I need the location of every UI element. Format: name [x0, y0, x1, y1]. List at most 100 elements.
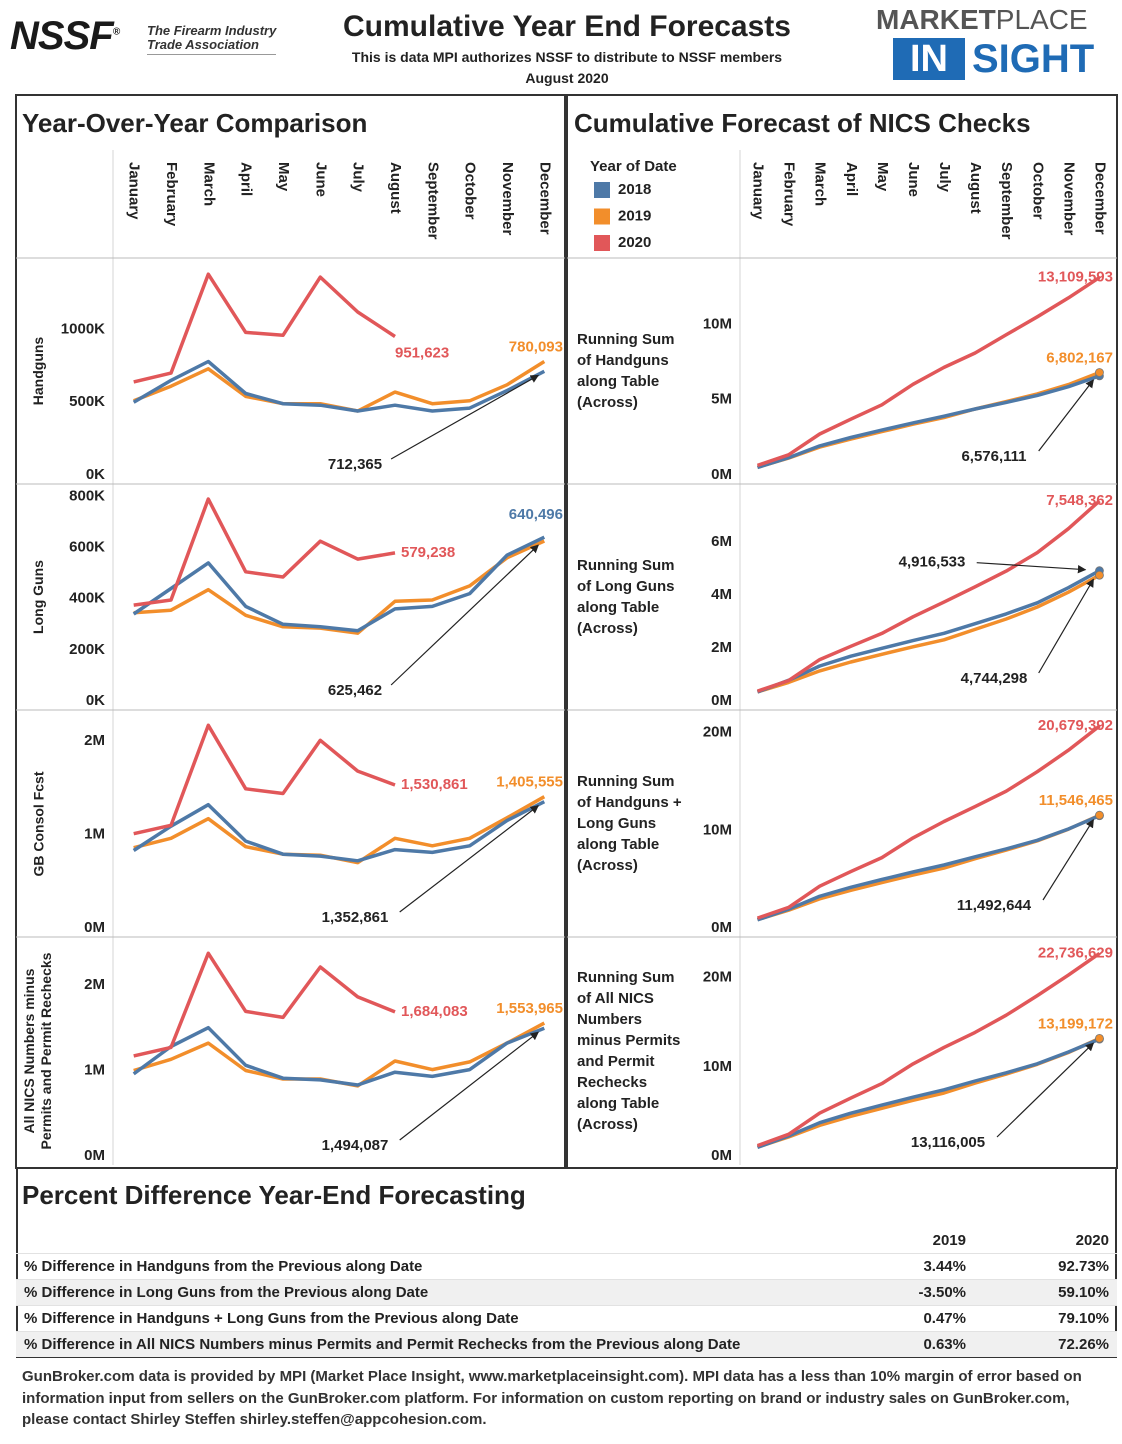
y-tick-label: 2M — [711, 639, 732, 656]
row-label: Running Sum of Handguns along Table (Acr… — [577, 331, 675, 411]
month-label: August — [967, 162, 984, 214]
month-label: October — [462, 162, 479, 220]
line — [133, 795, 546, 865]
month-label: March — [812, 162, 829, 206]
annotation-arrow — [996, 1042, 1095, 1138]
line — [756, 374, 1101, 470]
value-label: 951,623 — [395, 344, 449, 361]
annotation-arrow — [390, 374, 540, 460]
table-header: 2019 2020 — [16, 1228, 1117, 1254]
table-row: % Difference in Long Guns from the Previ… — [16, 1279, 1117, 1306]
charts: Year-Over-Year Comparison January February… — [15, 94, 1118, 1169]
tagline-line: Trade Association — [147, 37, 259, 52]
value-label: 4,744,298 — [961, 670, 1028, 687]
table-cell-label: % Difference in Handguns from the Previo… — [24, 1258, 423, 1275]
y-tick-label: 0M — [711, 919, 732, 936]
logo-word: PLACE — [995, 4, 1088, 35]
annotation-arrow — [399, 805, 539, 913]
panel-title: Cumulative Forecast of NICS Checks — [574, 108, 1031, 138]
end-dot — [1095, 810, 1104, 820]
month-label: December — [536, 162, 553, 235]
line — [756, 569, 1101, 694]
table-cell-number: 59.10% — [1058, 1284, 1109, 1301]
footer: GunBroker.com data is provided by MPI (M… — [22, 1368, 1082, 1428]
value-label: 13,199,172 — [1038, 1015, 1113, 1032]
mpi-logo-word: SIGHT — [972, 37, 1095, 81]
month-label: September — [998, 162, 1015, 240]
y-tick-label: 0M — [84, 919, 105, 936]
month-label: August — [387, 162, 404, 214]
mpi-logo-top: MARKETPLACE — [876, 4, 1088, 36]
line — [133, 272, 396, 384]
table: 2019 2020 % Difference in Handguns from t… — [16, 1228, 1117, 1357]
row-label: Running Sum of All NICS Numbers minus Pe… — [577, 969, 681, 1133]
month-label: May — [275, 162, 292, 192]
value-label: 1,530,861 — [401, 776, 468, 793]
y-tick-label: 20M — [703, 724, 732, 741]
y-tick-label: 2M — [84, 732, 105, 749]
month-label: May — [874, 162, 891, 192]
line — [133, 539, 546, 635]
tagline-line: The Firearm Industry — [147, 23, 277, 38]
table-box — [16, 1168, 1117, 1358]
month-label: July — [350, 162, 367, 193]
line — [756, 573, 1101, 694]
nssf-tagline: The Firearm Industry Trade Association — [147, 23, 277, 55]
value-label: 780,093 — [509, 338, 563, 355]
row-label: Running Sum of Handguns + Long Guns alon… — [577, 773, 682, 874]
end-dot — [1095, 368, 1104, 377]
legend-swatch — [594, 182, 610, 198]
y-tick-label: 4M — [711, 586, 732, 603]
annotation-arrow — [976, 562, 1087, 574]
y-axis-title: All NICS Numbers minus Permits and Permi… — [21, 952, 54, 1150]
table-cell-number: 0.63% — [923, 1336, 966, 1353]
line — [132, 535, 546, 633]
y-tick-label: 0M — [711, 1147, 732, 1164]
line — [132, 1025, 545, 1087]
table-title: Percent Difference Year-End Forecasting — [22, 1180, 526, 1210]
panel-border — [566, 94, 1118, 1169]
line — [132, 359, 546, 413]
line — [756, 499, 1101, 693]
y-axis-title: Long Guns — [29, 560, 46, 634]
month-label: July — [936, 162, 953, 193]
value-label: 579,238 — [401, 544, 455, 561]
line — [756, 275, 1101, 468]
line — [132, 800, 546, 863]
annotation-arrow — [1038, 578, 1094, 674]
table-cell-number: 0.47% — [923, 1310, 966, 1327]
month-label: April — [238, 162, 255, 196]
y-tick-label: 800K — [69, 487, 105, 504]
table-cell-number: 79.10% — [1058, 1310, 1109, 1327]
row-label: Running Sum of Long Guns along Table (Ac… — [577, 557, 675, 637]
y-tick-label: 10M — [703, 1058, 732, 1075]
y-tick-label: 5M — [711, 391, 732, 408]
title: Cumulative Year End Forecasts — [343, 10, 791, 43]
y-tick-label: 0K — [86, 692, 105, 709]
month-label: November — [1060, 162, 1077, 236]
value-label: 7,548,362 — [1046, 492, 1113, 509]
month-label: February — [781, 162, 798, 227]
y-tick-label: 1M — [84, 826, 105, 843]
legend-label: 2020 — [618, 234, 651, 251]
column-header: 2019 — [932, 1232, 966, 1249]
month-label: January — [126, 162, 143, 220]
value-label: 11,546,465 — [1039, 792, 1113, 809]
legend-title: Year of Date — [590, 158, 677, 175]
y-tick-label: 10M — [703, 821, 732, 838]
table-cell-number: -3.50% — [918, 1284, 966, 1301]
value-label: 11,492,644 — [957, 897, 1032, 914]
y-tick-label: 500K — [69, 393, 105, 410]
month-label: January — [750, 162, 767, 220]
y-tick-label: 0M — [711, 466, 732, 483]
y-tick-label: 1M — [84, 1061, 105, 1078]
table-cell-label: % Difference in Long Guns from the Previ… — [24, 1284, 429, 1301]
value-label: 4,916,533 — [899, 554, 966, 571]
value-label: 1,352,861 — [322, 909, 389, 926]
table-row: % Difference in All NICS Numbers minus P… — [16, 1331, 1117, 1357]
y-tick-label: 20M — [703, 969, 732, 986]
y-axis-title: GB Consol Fcst — [29, 771, 46, 877]
y-tick-label: 600K — [69, 539, 105, 556]
table-row: % Difference in Handguns from the Previo… — [16, 1253, 1117, 1280]
